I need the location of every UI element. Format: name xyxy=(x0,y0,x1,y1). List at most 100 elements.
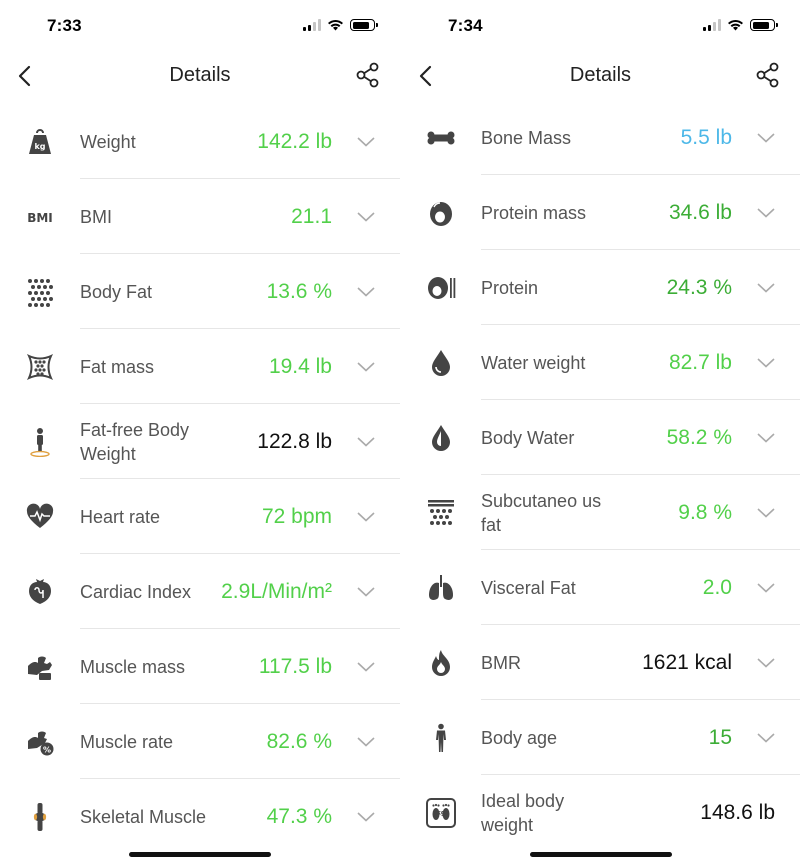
status-icons xyxy=(703,19,778,31)
battery-icon xyxy=(350,19,378,31)
metric-row-water-weight[interactable]: Water weight 82.7 lb xyxy=(401,325,800,400)
cellular-signal-icon xyxy=(303,19,321,31)
metric-value: 142.2 lb xyxy=(257,129,332,153)
metric-value: 148.6 lb xyxy=(700,800,775,824)
metric-row-protein[interactable]: Protein 24.3 % xyxy=(401,250,800,325)
metric-row-protein-mass[interactable]: Protein mass 34.6 lb xyxy=(401,175,800,250)
metric-label: Fat mass xyxy=(80,356,155,377)
metric-value: 15 xyxy=(708,725,732,749)
metric-row-fat-free-body-weight[interactable]: Fat-free Body Weight 122.8 lb xyxy=(0,404,400,479)
share-icon xyxy=(756,62,779,88)
protein-icon xyxy=(423,270,459,306)
metric-label: BMR xyxy=(481,652,521,673)
body-water-icon xyxy=(423,420,459,456)
protein-mass-icon xyxy=(423,195,459,231)
metric-value: 72 bpm xyxy=(261,504,332,528)
metric-value: 82.6 % xyxy=(266,729,332,753)
metric-label: Water weight xyxy=(481,352,586,373)
subcutaneous-fat-icon xyxy=(423,495,459,531)
metric-row-ideal-body-weight[interactable]: kg Ideal body weight 148.6 lb xyxy=(401,775,800,850)
chevron-down-icon xyxy=(357,811,375,822)
back-button[interactable] xyxy=(14,63,38,89)
chevron-down-icon xyxy=(357,361,375,372)
muscle-mass-icon xyxy=(22,649,58,685)
metric-value: 24.3 % xyxy=(666,275,732,299)
home-indicator[interactable] xyxy=(529,852,672,857)
status-bar: 7:34 xyxy=(401,0,800,50)
metric-row-body-water[interactable]: Body Water 58.2 % xyxy=(401,400,800,475)
metric-row-bmi[interactable]: BMI BMI 21.1 xyxy=(0,179,400,254)
chevron-down-icon xyxy=(757,357,775,368)
flame-icon xyxy=(423,645,459,681)
cellular-signal-icon xyxy=(703,19,721,31)
metric-label: Bone Mass xyxy=(481,127,572,148)
body-figure-icon xyxy=(423,720,459,756)
bmi-icon-text: BMI xyxy=(27,211,53,225)
metric-label: Subcutaneo us fat xyxy=(481,490,602,535)
skeletal-muscle-icon xyxy=(22,799,58,835)
metric-row-subcutaneous-fat[interactable]: Subcutaneo us fat 9.8 % xyxy=(401,475,800,550)
chevron-down-icon xyxy=(757,732,775,743)
metric-label: Protein mass xyxy=(481,202,587,223)
back-button[interactable] xyxy=(415,63,439,89)
nav-bar: Details xyxy=(401,55,800,97)
metric-label: Fat-free Body Weight xyxy=(80,419,190,464)
heart-rate-icon xyxy=(22,499,58,535)
chevron-down-icon xyxy=(357,586,375,597)
chevron-down-icon xyxy=(357,136,375,147)
chevron-down-icon xyxy=(357,211,375,222)
metric-list: Bone Mass 5.5 lb Protein mass 34.6 lb Pr… xyxy=(401,100,800,850)
metric-row-cardiac-index[interactable]: Cardiac Index 2.9L/Min/m² xyxy=(0,554,400,629)
metric-row-bmr[interactable]: BMR 1621 kcal xyxy=(401,625,800,700)
chevron-down-icon xyxy=(757,282,775,293)
wifi-icon xyxy=(328,19,343,31)
metric-row-bone-mass[interactable]: Bone Mass 5.5 lb xyxy=(401,100,800,175)
lungs-icon xyxy=(423,570,459,606)
metric-row-visceral-fat[interactable]: Visceral Fat 2.0 xyxy=(401,550,800,625)
svg-text:%: % xyxy=(43,745,51,754)
chevron-down-icon xyxy=(757,657,775,668)
bone-mass-icon xyxy=(423,120,459,156)
status-bar: 7:33 xyxy=(0,0,400,50)
chevron-down-icon xyxy=(357,436,375,447)
svg-text:kg: kg xyxy=(437,809,445,816)
fat-free-body-weight-icon xyxy=(22,424,58,460)
metric-row-muscle-mass[interactable]: Muscle mass 117.5 lb xyxy=(0,629,400,704)
battery-icon xyxy=(750,19,778,31)
metric-row-body-age[interactable]: Body age 15 xyxy=(401,700,800,775)
home-indicator[interactable] xyxy=(129,852,271,857)
metric-row-heart-rate[interactable]: Heart rate 72 bpm xyxy=(0,479,400,554)
status-icons xyxy=(303,19,378,31)
details-screen-right: 7:34 Details xyxy=(401,0,800,867)
page-title: Details xyxy=(569,64,632,86)
status-time: 7:33 xyxy=(47,16,82,35)
metric-row-body-fat[interactable]: Body Fat 13.6 % xyxy=(0,254,400,329)
metric-row-muscle-rate[interactable]: % Muscle rate 82.6 % xyxy=(0,704,400,779)
chevron-down-icon xyxy=(757,507,775,518)
metric-label: BMI xyxy=(80,206,113,227)
metric-value: 1621 kcal xyxy=(642,650,732,674)
metric-row-weight[interactable]: kg Weight 142.2 lb xyxy=(0,104,400,179)
metric-label: Protein xyxy=(481,277,539,298)
status-time: 7:34 xyxy=(448,16,483,35)
svg-text:kg: kg xyxy=(34,142,45,151)
metric-label: Heart rate xyxy=(80,506,161,527)
metric-label: Body Fat xyxy=(80,281,153,302)
metric-value: 117.5 lb xyxy=(258,654,332,678)
metric-label: Visceral Fat xyxy=(481,577,576,598)
metric-value: 2.0 xyxy=(702,575,732,599)
metric-value: 13.6 % xyxy=(266,279,332,303)
share-button[interactable] xyxy=(354,61,382,89)
share-button[interactable] xyxy=(754,61,782,89)
metric-row-fat-mass[interactable]: Fat mass 19.4 lb xyxy=(0,329,400,404)
metric-row-skeletal-muscle[interactable]: Skeletal Muscle 47.3 % xyxy=(0,779,400,854)
wifi-icon xyxy=(728,19,743,31)
chevron-down-icon xyxy=(757,432,775,443)
metric-value: 34.6 lb xyxy=(668,200,732,224)
chevron-down-icon xyxy=(357,286,375,297)
metric-list: kg Weight 142.2 lb BMI BMI 21.1 xyxy=(0,104,400,854)
metric-label: Muscle rate xyxy=(80,731,174,752)
metric-label: Skeletal Muscle xyxy=(80,806,207,827)
metric-value: 5.5 lb xyxy=(680,125,732,149)
muscle-rate-icon: % xyxy=(22,724,58,760)
